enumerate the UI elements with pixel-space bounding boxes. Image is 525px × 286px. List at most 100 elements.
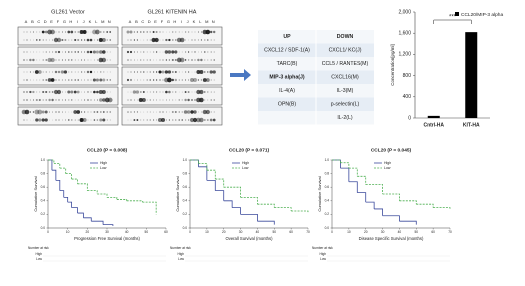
bar — [427, 115, 440, 118]
blot-dot — [96, 39, 98, 41]
blot-dot — [42, 79, 44, 81]
blot-dot — [184, 71, 187, 73]
blot-dot — [93, 111, 96, 113]
blot-dot — [207, 51, 209, 53]
blot-dot — [140, 31, 142, 33]
blot-column: J — [187, 19, 189, 24]
blot-dot — [213, 91, 215, 93]
table-cell: OPN(B) — [278, 102, 296, 108]
blot-dot — [39, 39, 41, 41]
blot-dot — [71, 59, 73, 61]
x-axis-title: Disease Specific Survival (months) — [359, 236, 424, 241]
blot-dot — [93, 119, 96, 121]
blot-dot — [194, 51, 196, 53]
blot-dot — [53, 37, 59, 43]
blot-dot — [36, 51, 38, 53]
blot-dot — [84, 59, 86, 61]
blot-dot — [188, 51, 190, 53]
blot-dot — [198, 51, 199, 53]
blot-dot — [32, 71, 34, 73]
x-tick-label: KIT-HA — [463, 122, 480, 128]
blot-dot — [84, 111, 86, 113]
blot-dot — [130, 99, 132, 101]
blot-dot — [90, 59, 92, 61]
blot-dot — [194, 31, 196, 33]
blot-dot — [94, 71, 95, 73]
blot-dot — [48, 91, 51, 93]
blot-dot — [189, 117, 195, 123]
blot-dot — [201, 111, 202, 113]
blot-dot — [140, 71, 142, 73]
survival-step — [206, 169, 216, 180]
blot-dot — [166, 111, 167, 113]
blot-dot — [213, 111, 215, 113]
significance: *** — [449, 15, 457, 21]
survival-step — [190, 159, 199, 167]
x-axis-title: Progression Free Survival (months) — [74, 236, 140, 241]
blot-dot — [39, 91, 41, 93]
blot-dot — [45, 59, 47, 61]
blot-dot — [109, 71, 111, 73]
blot-dot — [149, 59, 151, 61]
blot-dot — [136, 119, 139, 121]
blot-dot — [49, 51, 51, 53]
blot-dot — [84, 91, 86, 93]
blot-dot — [174, 50, 178, 54]
blot-dot — [149, 99, 151, 101]
blot-dot — [175, 91, 177, 93]
blot-dot — [58, 31, 60, 33]
blot-dot — [74, 119, 76, 121]
blot-dot — [93, 90, 96, 94]
blot-dot — [81, 99, 83, 101]
survival-step — [142, 201, 157, 215]
y-tick-label: 0.0 — [325, 226, 330, 230]
legend-label: CCL20/MIP-3 alpha — [461, 12, 503, 18]
blot-dot — [52, 51, 54, 53]
blot-dot — [191, 31, 193, 33]
blot-dot — [188, 79, 190, 81]
risk-table-title: Number at risk — [312, 246, 333, 250]
blot-dot — [179, 37, 185, 43]
blot-dot — [138, 97, 143, 103]
blot-dot — [176, 57, 182, 63]
survival-step — [206, 180, 216, 191]
blot-title: GL261 Vector — [51, 9, 85, 15]
blot-dot — [194, 71, 196, 73]
blot-dot — [184, 59, 187, 61]
blot-dot — [126, 50, 130, 54]
blot-dot — [29, 90, 32, 94]
blot-dot — [140, 119, 142, 121]
blot-dot — [109, 59, 111, 61]
blot-dot — [23, 79, 25, 81]
blot-dot — [209, 70, 213, 74]
blot-dot — [130, 111, 132, 113]
blot-dot — [36, 39, 38, 41]
blot-dot — [165, 119, 167, 121]
blot-dot — [149, 39, 151, 41]
blot-dot — [181, 91, 183, 93]
blot-dot — [109, 119, 111, 121]
blot-dot — [130, 71, 132, 73]
blot-dot — [106, 51, 108, 53]
blot-dot — [64, 111, 66, 113]
blot-dot — [50, 78, 55, 82]
blot-dot — [29, 31, 31, 33]
blot-dot — [29, 71, 31, 73]
survival-step — [257, 203, 275, 208]
blot-dot — [74, 31, 76, 33]
blot-dot — [74, 59, 76, 61]
blot-dot — [155, 79, 158, 81]
survival-step — [198, 163, 208, 171]
y-tick-label: 1.0 — [183, 158, 188, 162]
blot-dot — [134, 99, 135, 101]
blot-dot — [42, 51, 44, 53]
blot-dot — [36, 91, 38, 93]
blot-dot — [68, 59, 70, 61]
survival-step — [97, 193, 108, 198]
blot-column: M — [205, 19, 208, 24]
blot-dot — [99, 118, 103, 122]
blot-dot — [194, 91, 196, 93]
blot-dot — [106, 111, 108, 113]
blot-dot — [172, 91, 174, 93]
